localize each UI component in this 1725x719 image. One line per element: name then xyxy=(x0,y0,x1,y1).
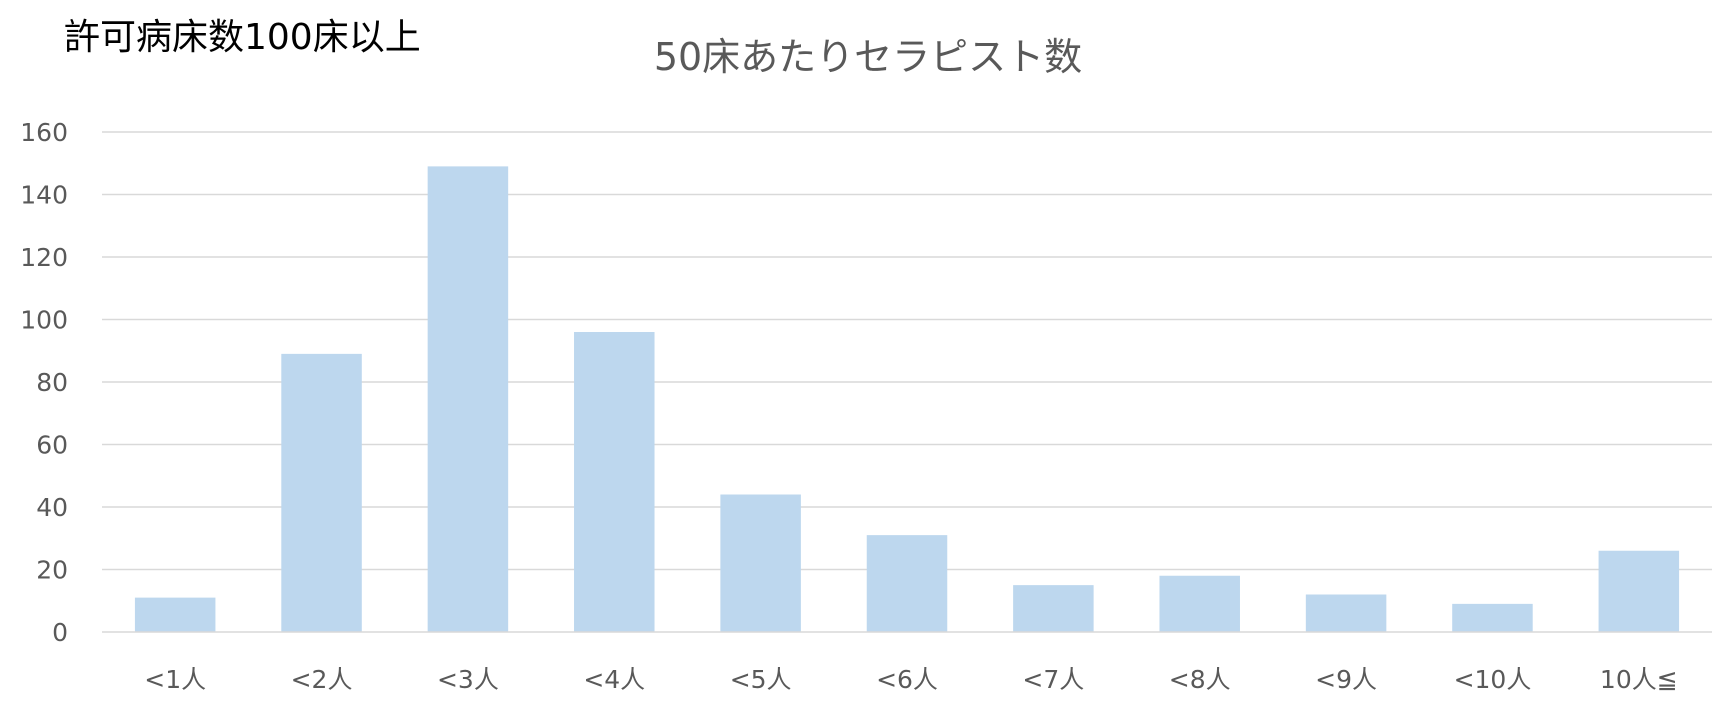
x-tick-label: <2人 xyxy=(291,665,353,694)
corner-label: 許可病床数100床以上 xyxy=(64,17,421,58)
x-tick-label: <9人 xyxy=(1315,665,1377,694)
x-tick-label: <8人 xyxy=(1169,665,1231,694)
gridlines xyxy=(102,131,1712,571)
bar xyxy=(1013,585,1094,632)
x-tick-label: 10人≦ xyxy=(1600,665,1678,694)
bar xyxy=(427,166,509,632)
bar xyxy=(1305,594,1387,632)
bars xyxy=(134,166,1680,632)
x-axis-tick-labels: <1人 <2人 <3人 <4人 <5人 <6人 <7人 <8人 <9人 <10人 10人≦ xyxy=(144,665,1677,694)
y-tick-label: 0 xyxy=(52,618,68,647)
x-tick-label: <6人 xyxy=(876,665,938,694)
y-tick-label: 20 xyxy=(36,556,68,585)
y-tick-label: 120 xyxy=(20,243,68,272)
bar xyxy=(1452,603,1533,632)
x-tick-label: <5人 xyxy=(730,665,792,694)
x-tick-label: <7人 xyxy=(1022,665,1084,694)
bar xyxy=(1159,575,1240,632)
bar xyxy=(1598,550,1680,632)
y-tick-label: 60 xyxy=(36,431,68,460)
bar xyxy=(281,353,362,632)
y-tick-label: 100 xyxy=(20,306,68,335)
y-tick-label: 160 xyxy=(20,118,68,147)
chart-title: 50床あたりセラピスト数 xyxy=(654,35,1082,79)
y-tick-label: 80 xyxy=(36,368,68,397)
y-tick-label: 40 xyxy=(36,493,68,522)
x-tick-label: <10人 xyxy=(1454,665,1532,694)
bar xyxy=(574,332,655,632)
x-tick-label: <1人 xyxy=(144,665,206,694)
x-tick-label: <4人 xyxy=(583,665,645,694)
bar xyxy=(866,535,948,632)
bar xyxy=(134,597,216,632)
x-tick-label: <3人 xyxy=(437,665,499,694)
y-tick-label: 140 xyxy=(20,181,68,210)
y-axis-tick-labels: 0 20 40 60 80 100 120 140 160 xyxy=(20,118,68,647)
bar xyxy=(720,494,801,632)
